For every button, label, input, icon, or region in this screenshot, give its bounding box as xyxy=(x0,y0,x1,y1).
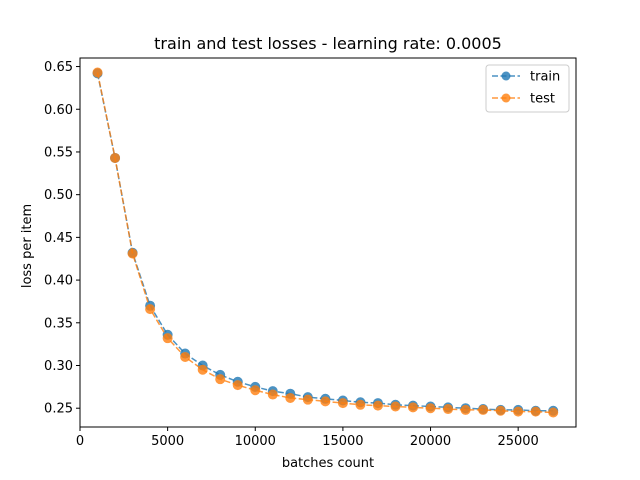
data-point-test xyxy=(548,407,559,418)
y-tick-label: 0.65 xyxy=(44,60,73,75)
legend-label-train: train xyxy=(530,70,560,85)
chart-title: train and test losses - learning rate: 0… xyxy=(154,34,502,53)
data-point-test xyxy=(408,402,418,413)
legend-marker-train xyxy=(501,71,511,81)
y-axis-label: loss per item xyxy=(20,204,35,288)
data-point-test xyxy=(425,403,436,414)
x-tick-label: 5000 xyxy=(151,434,184,449)
legend-marker-test xyxy=(501,93,511,103)
x-tick-label: 20000 xyxy=(410,434,451,449)
data-point-test xyxy=(478,404,489,415)
data-point-test xyxy=(267,389,278,400)
x-tick-label: 10000 xyxy=(235,434,276,449)
y-tick-label: 0.35 xyxy=(44,316,73,331)
y-tick-label: 0.30 xyxy=(44,359,73,374)
data-point-test xyxy=(337,398,348,409)
legend-label-test: test xyxy=(530,92,555,107)
data-point-test xyxy=(215,374,226,385)
y-tick-label: 0.60 xyxy=(44,103,73,118)
data-point-test xyxy=(302,394,313,405)
data-point-test xyxy=(530,406,541,417)
x-tick-label: 0 xyxy=(76,434,84,449)
series-layer xyxy=(92,67,559,418)
data-point-test xyxy=(232,380,243,391)
data-point-test xyxy=(372,400,383,411)
x-tick-label: 15000 xyxy=(322,434,363,449)
data-point-test xyxy=(127,248,138,259)
x-axis-label: batches count xyxy=(282,456,374,471)
plot-frame xyxy=(79,57,577,428)
y-tick-label: 0.45 xyxy=(44,231,73,246)
data-point-test xyxy=(513,406,524,417)
data-point-test xyxy=(495,405,506,416)
data-point-test xyxy=(390,401,401,412)
data-point-test xyxy=(92,67,103,78)
data-point-test xyxy=(110,152,121,163)
y-tick-label: 0.50 xyxy=(44,188,73,203)
data-point-test xyxy=(162,333,173,344)
x-tick-label: 25000 xyxy=(497,434,538,449)
y-tick-label: 0.40 xyxy=(44,274,73,289)
data-point-test xyxy=(443,404,454,415)
data-point-test xyxy=(320,396,331,407)
data-point-test xyxy=(355,399,366,410)
data-point-test xyxy=(197,364,208,375)
data-point-test xyxy=(250,385,261,396)
data-point-test xyxy=(180,351,191,362)
data-point-test xyxy=(145,304,156,315)
data-point-test xyxy=(460,404,471,415)
legend: train test xyxy=(485,64,570,113)
data-point-test xyxy=(285,392,296,403)
axes-layer: 0 5000 10000 15000 20000 25000 0.25 0.30 0.35 0.4… xyxy=(44,57,577,449)
y-tick-label: 0.55 xyxy=(44,145,73,160)
y-tick-label: 0.25 xyxy=(44,402,73,417)
